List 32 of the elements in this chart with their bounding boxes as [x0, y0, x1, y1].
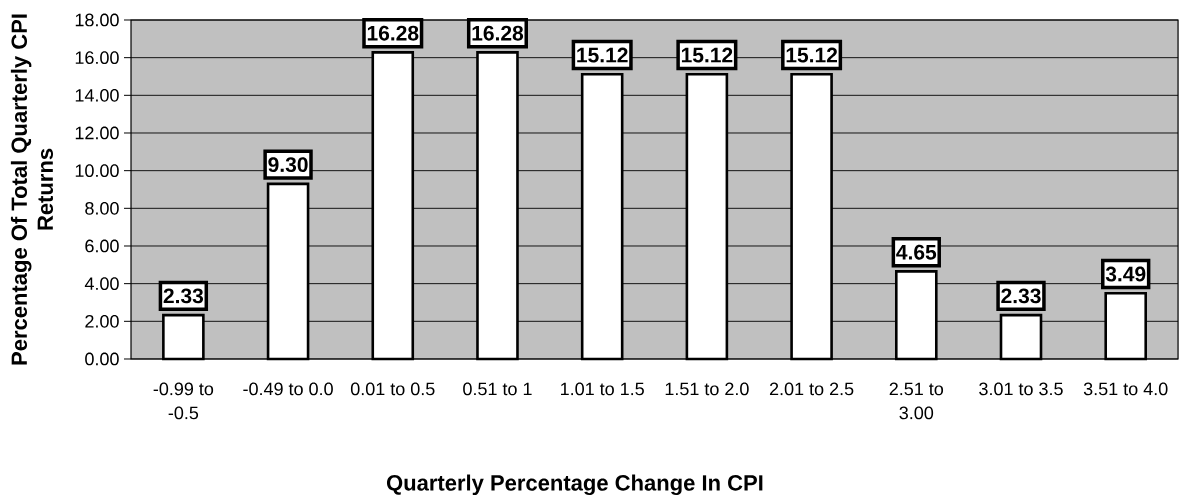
data-label: 4.65	[896, 244, 937, 260]
y-tick-label: 0.00	[85, 352, 119, 366]
y-tick-label: 18.00	[75, 13, 119, 27]
y-tick-label: 14.00	[75, 88, 119, 102]
y-tick-label: 10.00	[75, 164, 119, 178]
x-tick-label: 1.51 to 2.0	[665, 382, 749, 396]
data-label: 15.12	[786, 47, 838, 63]
y-tick-label: 2.00	[85, 314, 119, 328]
x-tick-label: -0.99 to -0.5	[153, 382, 214, 420]
y-axis-title: Percentage Of Total Quarterly CPI Returns	[10, 14, 54, 365]
data-label: 16.28	[367, 25, 419, 41]
data-label: 2.33	[1001, 288, 1041, 304]
data-label: 2.33	[163, 288, 204, 304]
data-label: 9.30	[268, 157, 308, 173]
x-tick-label: 1.01 to 1.5	[561, 382, 644, 396]
x-tick-label: 0.51 to 1	[463, 382, 532, 396]
data-label: 15.12	[681, 47, 733, 63]
x-tick-label: 3.51 to 4.0	[1083, 382, 1168, 396]
y-tick-label: 6.00	[85, 239, 119, 253]
x-tick-label: 2.01 to 2.5	[769, 382, 854, 396]
data-label: 16.28	[472, 25, 524, 41]
x-tick-label: 3.01 to 3.5	[979, 382, 1063, 396]
y-tick-label: 16.00	[75, 51, 119, 65]
data-label: 15.12	[577, 47, 628, 63]
x-tick-label: 0.01 to 0.5	[350, 382, 435, 396]
x-tick-label: -0.49 to 0.0	[243, 382, 333, 396]
data-label: 3.49	[1105, 266, 1146, 282]
y-tick-label: 4.00	[84, 277, 119, 291]
x-axis-title: Quarterly Percentage Change In CPI	[386, 474, 763, 496]
y-tick-label: 8.00	[85, 201, 119, 215]
y-tick-label: 12.00	[75, 126, 119, 140]
x-tick-label: 2.51 to 3.00	[889, 382, 944, 420]
